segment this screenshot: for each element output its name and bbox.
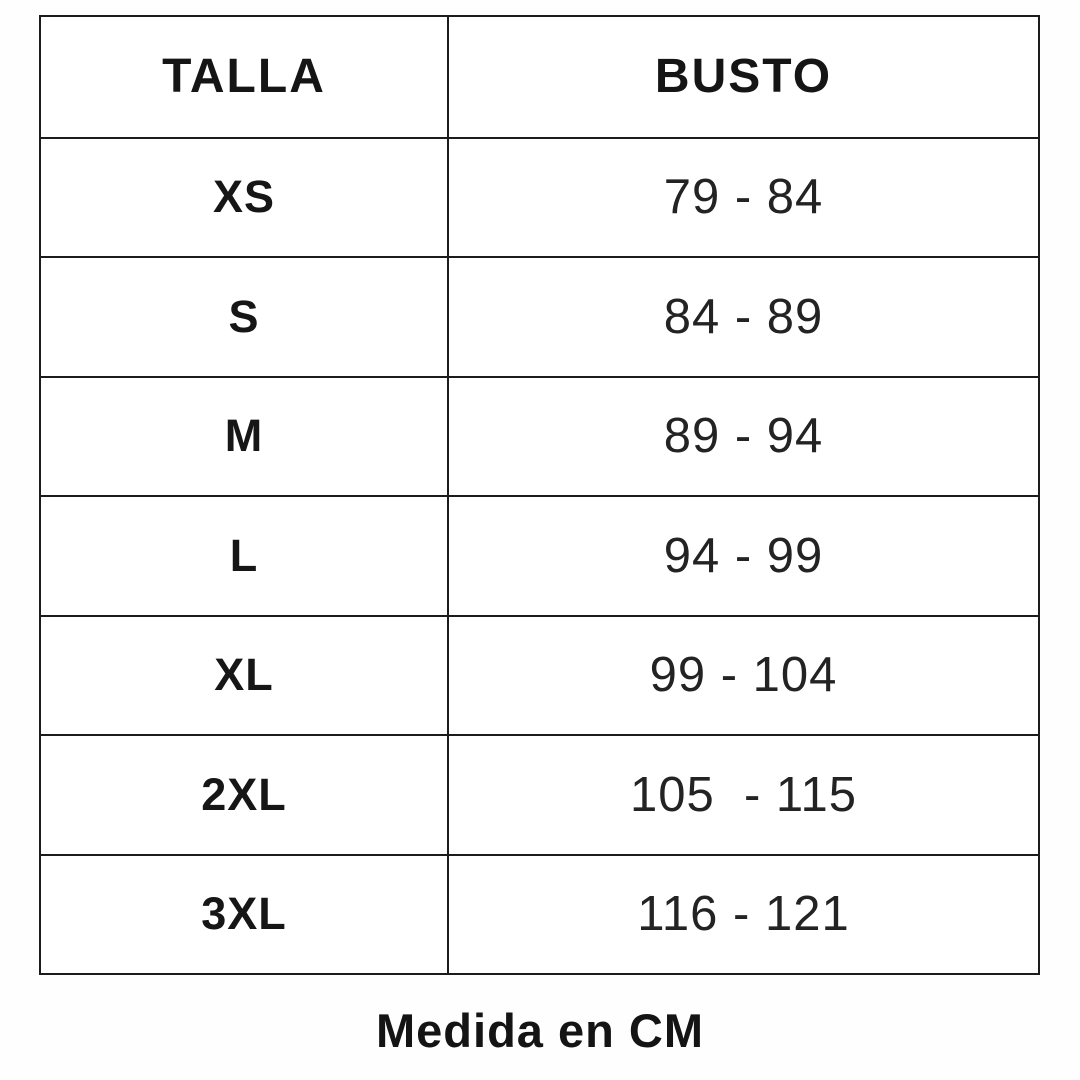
measurement-unit-note: Medida en CM xyxy=(376,1004,704,1057)
column-header-busto: BUSTO xyxy=(654,50,833,104)
busto-value-3xl: 116 - 121 xyxy=(637,887,850,942)
size-label-2xl: 2XL xyxy=(201,768,287,820)
column-header-talla: TALLA xyxy=(162,50,326,104)
header-cell-busto: BUSTO xyxy=(449,17,1038,137)
table-row-3xl-busto-cell: 116 - 121 xyxy=(449,853,1038,974)
table-row-m-size-cell: M xyxy=(41,375,449,495)
table-row-xl-busto-cell: 99 - 104 xyxy=(449,614,1038,735)
busto-value-2xl: 105 - 115 xyxy=(629,767,858,822)
table-row-xs-busto-cell: 79 - 84 xyxy=(449,136,1038,257)
size-label-m: M xyxy=(224,410,264,462)
table-row-l-size-cell: L xyxy=(41,495,449,615)
size-label-l: L xyxy=(229,529,259,581)
busto-value-s: 84 - 89 xyxy=(663,289,824,344)
size-label-xs: XS xyxy=(212,171,276,223)
table-row-l-busto-cell: 94 - 99 xyxy=(449,495,1038,615)
busto-value-m: 89 - 94 xyxy=(663,409,824,464)
size-label-xl: XL xyxy=(214,649,274,701)
table-row-2xl-busto-cell: 105 - 115 xyxy=(449,734,1038,854)
table-row-s-busto-cell: 84 - 89 xyxy=(449,256,1038,376)
size-label-3xl: 3XL xyxy=(201,888,287,940)
size-label-s: S xyxy=(228,290,260,342)
busto-value-xs: 79 - 84 xyxy=(663,170,824,225)
size-chart-table: TALLA BUSTO XS 79 - 84 S 84 - 89 M 89 - … xyxy=(39,15,1040,975)
table-row-3xl-size-cell: 3XL xyxy=(41,853,449,973)
table-row-xs-size-cell: XS xyxy=(41,136,449,256)
table-row-2xl-size-cell: 2XL xyxy=(41,734,449,854)
header-cell-talla: TALLA xyxy=(41,17,449,137)
busto-value-xl: 99 - 104 xyxy=(649,648,838,703)
table-row-m-busto-cell: 89 - 94 xyxy=(449,375,1038,496)
busto-value-l: 94 - 99 xyxy=(663,528,824,583)
table-row-s-size-cell: S xyxy=(41,256,449,376)
table-row-xl-size-cell: XL xyxy=(41,614,449,734)
